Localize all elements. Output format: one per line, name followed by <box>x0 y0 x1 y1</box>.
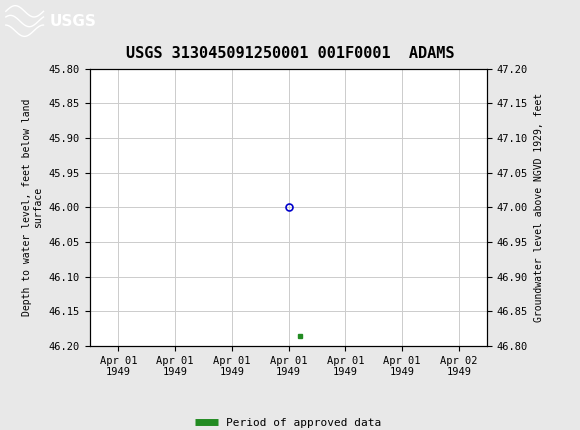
Legend: Period of approved data: Period of approved data <box>191 413 386 430</box>
Y-axis label: Depth to water level, feet below land
surface: Depth to water level, feet below land su… <box>22 99 44 316</box>
Y-axis label: Groundwater level above NGVD 1929, feet: Groundwater level above NGVD 1929, feet <box>534 93 543 322</box>
Text: USGS: USGS <box>49 13 96 28</box>
Text: USGS 313045091250001 001F0001  ADAMS: USGS 313045091250001 001F0001 ADAMS <box>126 46 454 61</box>
